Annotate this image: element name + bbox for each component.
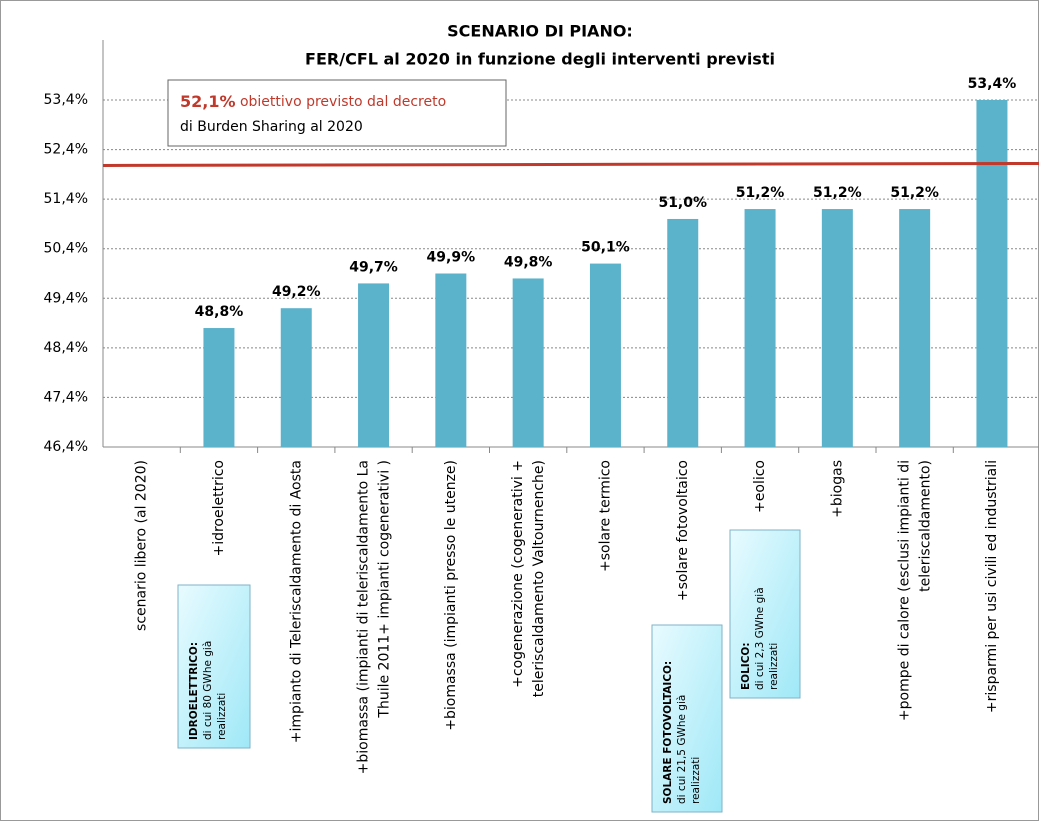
callout-text: di cui 80 GWhe già — [202, 641, 214, 740]
x-tick-label-group: +idroelettrico — [211, 460, 227, 557]
bar — [976, 100, 1008, 447]
target-box — [167, 79, 507, 147]
value-label: 49,2% — [272, 284, 321, 300]
x-tick-label-line: +pompe di calore (esclusi impianti di — [897, 460, 913, 721]
callout-box — [177, 584, 251, 749]
x-tick-label: +biomassa (impianti di teleriscaldamento… — [356, 460, 393, 774]
y-tick-label: 52,4% — [44, 142, 88, 158]
x-tick-label: +pompe di calore (esclusi impianti di tel… — [897, 460, 934, 721]
y-tick-label: 46,4% — [44, 439, 88, 455]
bar — [280, 308, 312, 447]
chart-title: SCENARIO DI PIANO: — [447, 22, 633, 41]
callout: IDROELETTRICO: di cui 80 GWhe già realizza… — [188, 641, 228, 740]
bar — [203, 328, 235, 447]
x-tick-label-group: +solare termico — [597, 460, 613, 572]
x-tick-label: +solare fotovoltaico — [675, 460, 691, 601]
callout-text: realizzati — [216, 693, 228, 740]
y-tick-label: 47,4% — [44, 389, 88, 405]
target-desc: obiettivo previsto dal decreto — [236, 94, 447, 110]
value-label: 51,2% — [890, 185, 939, 201]
y-tick-label: 48,4% — [44, 340, 88, 356]
y-tick-label: 49,4% — [44, 290, 88, 306]
x-tick-label-group: +impianto di Teleriscaldamento di Aosta — [288, 460, 304, 743]
bar — [435, 273, 467, 447]
x-tick-label-group: +biomassa (impianti di teleriscaldamento… — [356, 460, 393, 774]
x-tick-label: scenario libero (al 2020) — [134, 460, 150, 631]
y-tick-label: 53,4% — [44, 92, 88, 108]
y-tick-label: 50,4% — [44, 241, 88, 257]
x-tick-label: +eolico — [752, 460, 768, 513]
x-tick-label-group: +solare fotovoltaico — [675, 460, 691, 601]
x-tick-label-line: Thuile 2011+ impianti cogenerativi ) — [377, 460, 393, 719]
value-label: 51,0% — [658, 195, 707, 211]
x-tick-label-group: scenario libero (al 2020) — [134, 460, 150, 631]
x-tick-label: +biomassa (impianti presso le utenze) — [443, 460, 459, 731]
x-tick-label-line: +biomassa (impianti di teleriscaldamento… — [356, 460, 372, 774]
x-tick-label: +impianto di Teleriscaldamento di Aosta — [288, 460, 304, 743]
y-tick-label: 51,4% — [44, 191, 88, 207]
callout-box — [729, 529, 801, 699]
bar — [821, 209, 853, 447]
callout-box — [651, 624, 723, 813]
value-label: 51,2% — [736, 185, 785, 201]
x-tick-label-group: +cogenerazione (cogenerativi + teleriscal… — [510, 460, 547, 697]
bar — [667, 218, 699, 447]
value-label: 53,4% — [968, 76, 1017, 92]
callout-text: di cui 2,3 GWhe già — [754, 587, 766, 690]
x-tick-label: +cogenerazione (cogenerativi + teleriscal… — [510, 460, 547, 697]
value-label: 49,8% — [504, 254, 553, 270]
target-text: 52,1% obiettivo previsto dal decreto — [180, 92, 446, 111]
bar — [358, 283, 390, 447]
value-label: 49,9% — [427, 250, 476, 266]
callout: SOLARE FOTOVOLTAICO: di cui 21,5 GWhe già… — [662, 661, 702, 804]
bar — [744, 209, 776, 447]
x-tick-label-group: +biogas — [829, 460, 845, 518]
callout-text: realizzati — [690, 757, 702, 804]
callout-text: realizzati — [768, 643, 780, 690]
x-tick-label-group: +biomassa (impianti presso le utenze) — [443, 460, 459, 731]
x-tick-label: +solare termico — [597, 460, 613, 572]
callout-title: EOLICO: — [740, 642, 752, 690]
x-tick-label: +biogas — [829, 460, 845, 518]
value-label: 48,8% — [195, 304, 244, 320]
value-label: 50,1% — [581, 240, 630, 256]
x-tick-label-line: +cogenerazione (cogenerativi + — [510, 460, 526, 688]
bar — [899, 209, 931, 447]
target-label: 52,1% — [180, 92, 236, 111]
x-tick-label-group: +eolico — [752, 460, 768, 513]
callout: EOLICO: di cui 2,3 GWhe già realizzati — [740, 587, 780, 690]
target-desc: di Burden Sharing al 2020 — [180, 119, 363, 135]
bar — [589, 263, 621, 447]
x-tick-label-group: +pompe di calore (esclusi impianti di tel… — [897, 460, 934, 721]
x-tick-label: +risparmi per usi civili ed industriali — [984, 460, 1000, 713]
callout-title: IDROELETTRICO: — [188, 642, 200, 740]
callout-text: di cui 21,5 GWhe già — [676, 695, 688, 804]
value-label: 51,2% — [813, 185, 862, 201]
bar — [512, 278, 544, 447]
x-tick-label: +idroelettrico — [211, 460, 227, 557]
callout-title: SOLARE FOTOVOLTAICO: — [662, 661, 674, 804]
value-label: 49,7% — [349, 259, 398, 275]
chart-title: FER/CFL al 2020 in funzione degli interv… — [305, 50, 775, 69]
x-tick-label-line: teleriscaldamento) — [918, 460, 934, 592]
x-tick-label-group: +risparmi per usi civili ed industriali — [984, 460, 1000, 713]
x-tick-label-line: teleriscaldamento Valtournenche) — [531, 460, 547, 697]
target-line — [102, 161, 1039, 167]
